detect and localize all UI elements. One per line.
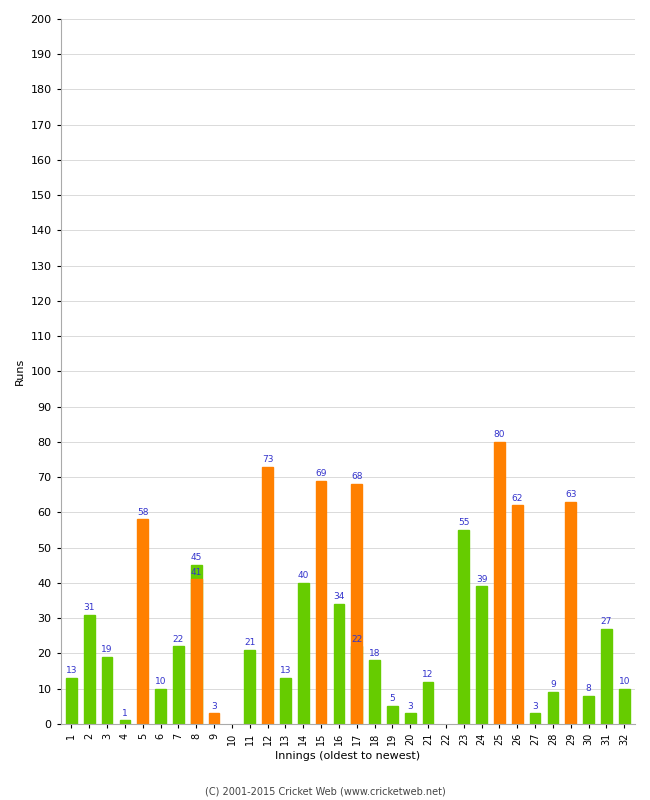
Text: 41: 41 [190,567,202,577]
Bar [352,484,362,724]
Bar [619,689,630,724]
Text: 1: 1 [122,709,128,718]
Text: 3: 3 [211,702,217,710]
Text: 45: 45 [190,554,202,562]
Text: 12: 12 [422,670,434,679]
Text: 19: 19 [101,645,113,654]
Bar [333,604,344,724]
Text: 58: 58 [137,508,148,517]
Bar [191,579,202,724]
Text: 73: 73 [262,455,274,464]
Text: 21: 21 [244,638,255,647]
Bar [512,506,523,724]
Text: 68: 68 [351,473,363,482]
Text: 62: 62 [512,494,523,502]
Bar [262,466,273,724]
Bar [601,629,612,724]
Bar [566,502,576,724]
Text: (C) 2001-2015 Cricket Web (www.cricketweb.net): (C) 2001-2015 Cricket Web (www.cricketwe… [205,786,445,796]
Text: 9: 9 [550,680,556,690]
Text: 69: 69 [315,469,327,478]
Bar [244,650,255,724]
Text: 34: 34 [333,592,344,602]
Text: 13: 13 [280,666,291,675]
Text: 39: 39 [476,574,488,584]
Bar [530,714,540,724]
Text: 8: 8 [586,684,592,693]
Text: 10: 10 [619,677,630,686]
Bar [316,481,326,724]
Bar [476,586,487,724]
Bar [298,583,309,724]
Text: 31: 31 [83,603,95,612]
Text: 3: 3 [408,702,413,710]
Bar [422,682,434,724]
Bar [155,689,166,724]
Bar [209,714,220,724]
Bar [369,661,380,724]
Text: 3: 3 [532,702,538,710]
Bar [102,657,112,724]
Text: 55: 55 [458,518,469,527]
Text: 22: 22 [351,634,363,643]
Bar [280,678,291,724]
Bar [583,696,594,724]
Text: 80: 80 [494,430,505,439]
Bar [352,646,362,724]
Bar [84,614,95,724]
Text: 27: 27 [601,617,612,626]
Bar [547,692,558,724]
Bar [387,706,398,724]
X-axis label: Innings (oldest to newest): Innings (oldest to newest) [276,751,421,761]
Bar [405,714,415,724]
Bar [137,519,148,724]
Text: 63: 63 [565,490,577,499]
Bar [458,530,469,724]
Text: 18: 18 [369,649,380,658]
Text: 10: 10 [155,677,166,686]
Text: 13: 13 [66,666,77,675]
Bar [494,442,505,724]
Bar [173,646,184,724]
Text: 22: 22 [173,634,184,643]
Text: 5: 5 [389,694,395,703]
Bar [66,678,77,724]
Y-axis label: Runs: Runs [15,358,25,385]
Bar [120,720,130,724]
Bar [191,566,202,724]
Text: 40: 40 [298,571,309,580]
